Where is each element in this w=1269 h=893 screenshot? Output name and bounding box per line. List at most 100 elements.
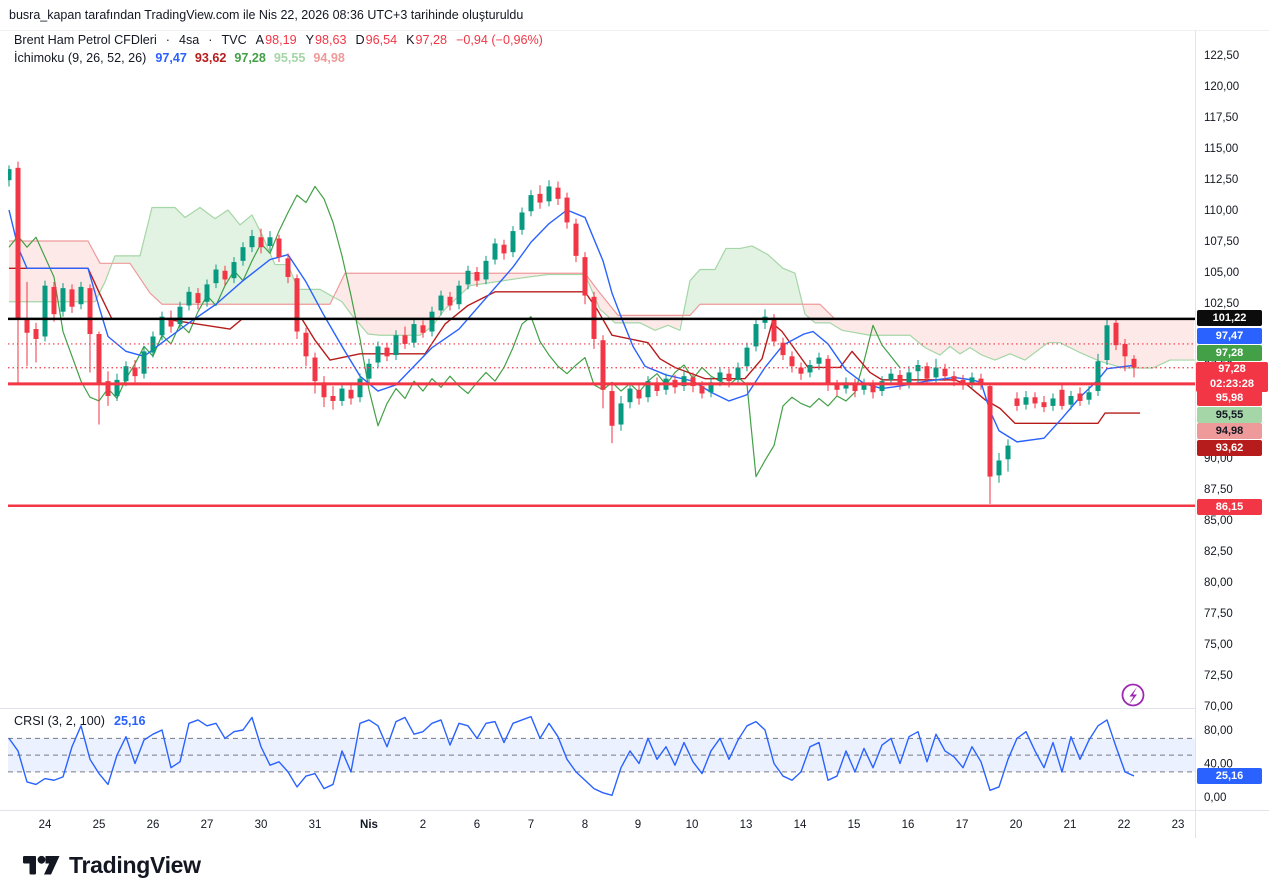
- ichimoku-title: İchimoku (9, 26, 52, 26): [14, 51, 147, 65]
- candle-body: [195, 293, 201, 303]
- ohlc-values: A 98,19 Y 98,63 D 96,54 K 97,28: [256, 33, 447, 47]
- candle-body: [870, 384, 876, 393]
- candle-body: [654, 382, 660, 392]
- time-tick-label: 9: [635, 819, 641, 831]
- candle-body: [456, 285, 462, 305]
- candle-body: [150, 336, 156, 353]
- candle-body: [420, 325, 426, 333]
- candle-body: [582, 257, 588, 296]
- ichimoku-cloud: [684, 246, 804, 316]
- candle-body: [951, 376, 957, 382]
- candle-body: [636, 389, 642, 399]
- candle-body: [474, 272, 480, 281]
- candle-body: [564, 197, 570, 223]
- candle-body: [987, 386, 993, 477]
- candle-body: [510, 231, 516, 253]
- candle-body: [69, 289, 75, 307]
- candle-body: [8, 169, 12, 181]
- candle-body: [51, 286, 57, 315]
- ohlc-item: A 98,19: [255, 33, 297, 47]
- candle-body: [708, 382, 714, 393]
- candle-body: [861, 383, 867, 390]
- symbol-legend[interactable]: Brent Ham Petrol CFDleri · 4sa · TVC A 98…: [14, 33, 543, 47]
- candle-body: [375, 346, 381, 363]
- price-badge: 94,98: [1197, 423, 1262, 439]
- candle-body: [753, 324, 759, 347]
- price-tick-label: 122,50: [1204, 50, 1239, 62]
- candle-body: [447, 296, 453, 306]
- candle-body: [888, 373, 894, 380]
- price-badge: 93,62: [1197, 440, 1262, 456]
- candle-body: [573, 223, 579, 256]
- candle-body: [807, 365, 813, 373]
- candle-body: [483, 260, 489, 280]
- time-tick-label: 15: [848, 819, 861, 831]
- crsi-tick-label: 0,00: [1204, 792, 1226, 804]
- candle-body: [852, 383, 858, 392]
- candle-body: [348, 389, 354, 399]
- price-badge: 97,28 02:23:28: [1196, 362, 1268, 392]
- attribution-bar: busra_kapan tarafından TradingView.com i…: [0, 0, 1269, 31]
- price-tick-label: 82,50: [1204, 546, 1233, 558]
- crsi-line: [8, 715, 1135, 797]
- candle-body: [1032, 397, 1038, 404]
- crsi-pane[interactable]: [8, 715, 1195, 797]
- flash-marker[interactable]: [1121, 683, 1145, 707]
- candle-body: [1005, 445, 1011, 460]
- candle-body: [789, 356, 795, 367]
- ichimoku-value: 97,28: [234, 51, 266, 65]
- candle-body: [1131, 358, 1137, 368]
- candle-body: [240, 247, 246, 261]
- candle-body: [1077, 393, 1083, 401]
- candle-body: [618, 403, 624, 425]
- candle-body: [924, 366, 930, 379]
- candle-body: [15, 167, 21, 318]
- candle-body: [312, 357, 318, 382]
- ichimoku-value: 95,55: [273, 51, 306, 65]
- candle-body: [411, 324, 417, 343]
- price-tick-label: 115,00: [1204, 143, 1238, 155]
- candle-body: [330, 396, 336, 401]
- time-tick-label: 20: [1010, 819, 1023, 831]
- crsi-legend[interactable]: CRSI (3, 2, 100) 25,16: [14, 714, 146, 728]
- candle-body: [609, 391, 615, 426]
- candle-body: [231, 262, 237, 279]
- candle-body: [492, 243, 498, 260]
- price-tick-label: 90,00: [1204, 453, 1233, 465]
- ohlc-item: Y 98,63: [305, 33, 347, 47]
- candle-body: [42, 285, 48, 337]
- candle-body: [645, 381, 651, 398]
- candle-body: [96, 334, 102, 384]
- senkou-b-line: [9, 240, 1195, 320]
- candle-body: [1113, 322, 1119, 346]
- senkou-a-line: [9, 206, 1195, 369]
- candle-body: [60, 288, 66, 312]
- main-pane[interactable]: [7, 161, 1196, 507]
- candle-body: [537, 193, 543, 203]
- price-tick-label: 102,50: [1204, 298, 1239, 310]
- price-tick-label: 77,50: [1204, 608, 1233, 620]
- candle-body: [105, 381, 111, 396]
- exchange-label: TVC: [221, 33, 247, 47]
- candle-body: [393, 335, 399, 356]
- tradingview-logo-icon[interactable]: [22, 852, 60, 880]
- candle-body: [942, 368, 948, 377]
- separator-dot: ·: [165, 33, 170, 47]
- candle-body: [213, 269, 219, 284]
- candle-body: [438, 295, 444, 311]
- candle-body: [267, 237, 273, 246]
- candle-body: [339, 388, 345, 401]
- candle-body: [123, 366, 129, 382]
- candle-body: [294, 278, 300, 332]
- time-axis[interactable]: 24 25 26 27 30 31 Nis 2 6 7 8 9 10 13 14 15 16 17 20 21 22 23: [39, 819, 1185, 831]
- candle-body: [1014, 398, 1020, 406]
- tradingview-brand-text[interactable]: TradingView: [69, 852, 201, 878]
- price-badge: 101,22: [1197, 310, 1262, 326]
- ichimoku-legend[interactable]: İchimoku (9, 26, 52, 26) 97,47 93,62 97,28…: [14, 51, 345, 65]
- candle-body: [429, 311, 435, 332]
- candle-body: [222, 270, 228, 280]
- candle-body: [528, 195, 534, 212]
- candle-body: [33, 329, 39, 339]
- ohlc-item: D 96,54: [355, 33, 398, 47]
